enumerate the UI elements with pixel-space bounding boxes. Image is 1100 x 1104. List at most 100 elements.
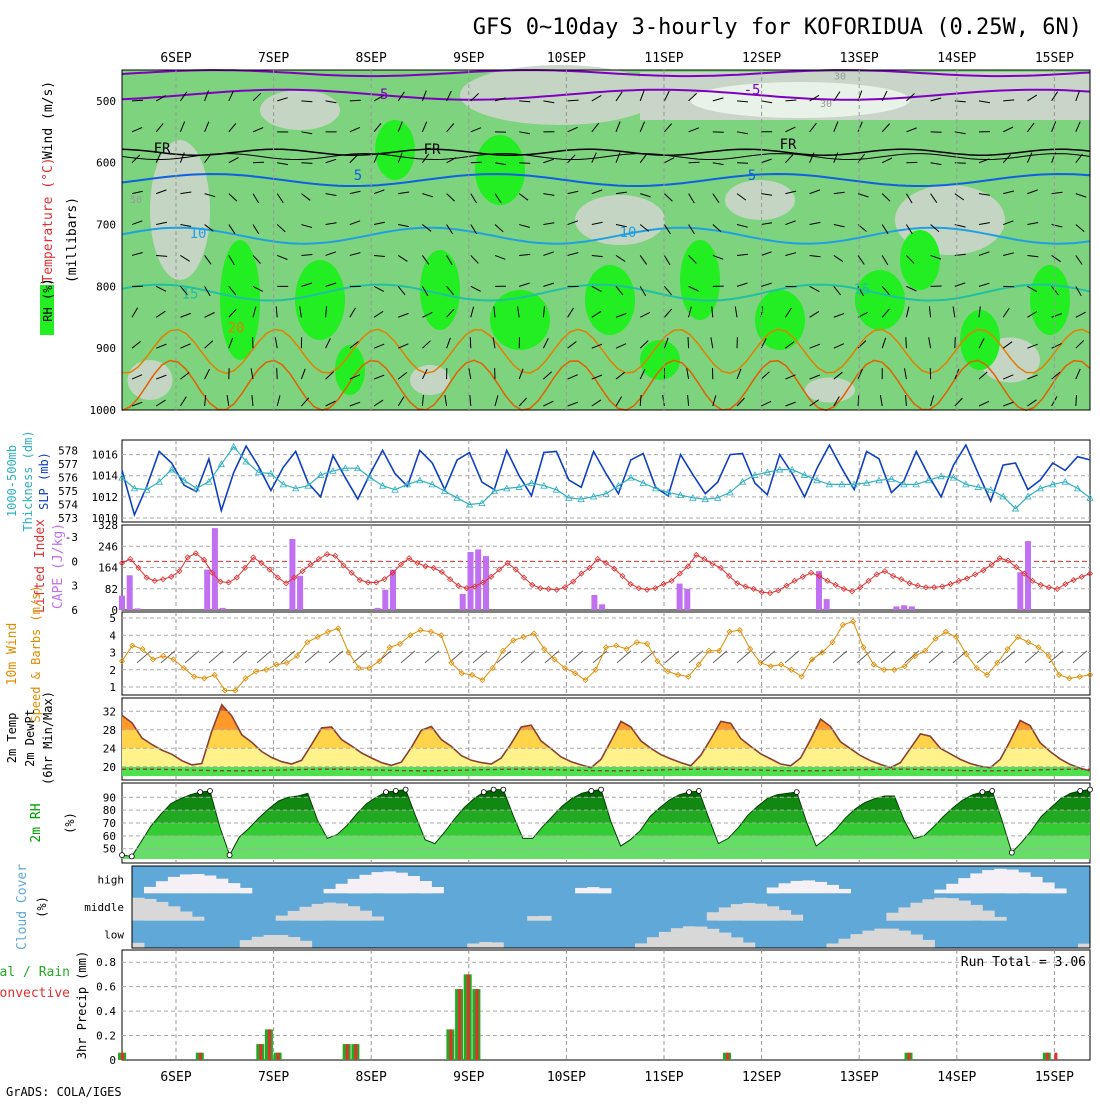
rh-point — [1009, 850, 1014, 855]
cloud-cover-bar — [527, 916, 540, 921]
cloud-cover-bar — [886, 929, 899, 948]
y-tick-label: 577 — [58, 458, 78, 471]
wind-barb — [688, 337, 689, 348]
cloud-cover-bar — [791, 881, 804, 893]
rh-point — [687, 790, 692, 795]
rh-band — [122, 784, 1090, 797]
cape-bar — [297, 576, 303, 610]
panel-axis-label: 10m Wind — [5, 623, 20, 686]
cloud-cover-bar — [994, 917, 1007, 921]
cloud-cover-bar — [839, 939, 852, 948]
cloud-cover-bar — [731, 904, 744, 921]
cloud-cover-bar — [360, 911, 373, 921]
cloud-cover-bar — [934, 898, 947, 921]
cape-bar — [684, 589, 690, 610]
rh-point — [1088, 787, 1093, 792]
cloud-cover-bar — [647, 937, 660, 948]
cloud-cover-bar — [252, 937, 264, 948]
contour-label: 10 — [620, 225, 637, 241]
cape-bar — [483, 556, 489, 610]
panel-axis-label: 1000-500mb — [5, 445, 19, 517]
panel-axis-label: Thickness (dm) — [21, 430, 35, 531]
contour-label: 50 — [130, 195, 142, 206]
cloud-cover-bar — [539, 916, 552, 921]
cloud-cover-bar — [875, 929, 888, 948]
cloud-cover-bar — [898, 907, 911, 920]
cloud-cover-bar — [922, 899, 935, 920]
cloud-cover-bar — [132, 898, 145, 921]
y-tick-label: 2 — [109, 664, 116, 677]
cloud-cover-bar — [635, 943, 648, 948]
y-tick-label: 28 — [103, 724, 116, 737]
cape-bar — [460, 594, 466, 610]
cloud-cover-bar — [372, 917, 385, 921]
cape-bar — [893, 606, 899, 610]
cloud-cover-bar — [575, 888, 588, 893]
panel-axis-label: CAPE (J/kg) — [51, 523, 66, 609]
date-label-top: 12SEP — [742, 51, 781, 66]
cloud-cover-bar — [288, 937, 301, 948]
date-label-bottom: 6SEP — [160, 1070, 191, 1085]
cloud-cover-bar — [779, 883, 792, 893]
contour-label: 30 — [820, 99, 832, 110]
rh-point — [129, 854, 134, 859]
wind-barb — [1076, 395, 1077, 406]
contour-label: FR — [424, 142, 441, 158]
y-tick-label: 0.6 — [96, 981, 116, 994]
cloud-cover-bar — [659, 932, 672, 948]
cape-bar — [909, 606, 915, 610]
y-tick-label: 60 — [103, 830, 116, 843]
cape-bar — [204, 570, 210, 610]
cloud-cover-bar — [204, 876, 217, 894]
surface-wind-barb — [833, 651, 847, 663]
date-label-top: 8SEP — [356, 51, 387, 66]
date-label-top: 10SEP — [547, 51, 586, 66]
y-tick-label: 1000 — [90, 404, 117, 417]
cloud-cover-bar — [1042, 883, 1055, 894]
contour-label: 5 — [748, 168, 756, 184]
rh-point — [501, 787, 506, 792]
y-tick-label: 500 — [96, 95, 116, 108]
cape-bar — [824, 599, 830, 610]
cloud-cover-bar — [827, 885, 840, 893]
rh-point — [481, 790, 486, 795]
rh-point — [491, 787, 496, 792]
rh-point — [384, 790, 389, 795]
date-label-top: 15SEP — [1035, 51, 1074, 66]
cloud-cover-bar — [982, 870, 995, 893]
precip-convective-bar — [1054, 1053, 1057, 1060]
cape-bar — [1017, 572, 1023, 610]
precip-convective-bar — [1046, 1053, 1049, 1060]
y-tick-label: 800 — [96, 280, 116, 293]
contour-label: 20 — [228, 321, 245, 337]
rh-high-region — [855, 270, 905, 330]
wind-barb — [955, 337, 956, 348]
cloud-cover-bar — [683, 926, 696, 948]
date-label-bottom: 10SEP — [547, 1070, 586, 1085]
panel-frame — [122, 612, 1090, 695]
y-tick-label: 32 — [103, 705, 116, 718]
panel-axis-label: Temperature (°C) — [41, 157, 56, 282]
wind-barb — [350, 100, 361, 101]
y-tick-label: 0.4 — [96, 1005, 116, 1018]
rh-band — [122, 823, 1090, 836]
temp-band — [122, 767, 1090, 776]
cloud-cover-bar — [180, 874, 193, 893]
date-label-bottom: 12SEP — [742, 1070, 781, 1085]
cloud-cover-bar — [910, 935, 923, 949]
precip-convective-bar — [346, 1044, 349, 1060]
cloud-cover-bar — [336, 884, 349, 894]
date-label-bottom: 15SEP — [1035, 1070, 1074, 1085]
cloud-cover-bar — [587, 887, 600, 893]
rh-point — [227, 853, 232, 858]
cape-bar — [289, 539, 295, 610]
cape-bar — [127, 575, 133, 610]
cloud-cover-bar — [168, 877, 181, 893]
temp-band — [122, 693, 1090, 712]
contour-label: -5 — [744, 83, 761, 99]
cloud-cover-bar — [192, 874, 205, 893]
cloud-cover-bar — [743, 943, 756, 949]
contour-label: FR — [154, 141, 171, 157]
rh-band — [122, 810, 1090, 823]
wind-barb — [906, 337, 907, 348]
